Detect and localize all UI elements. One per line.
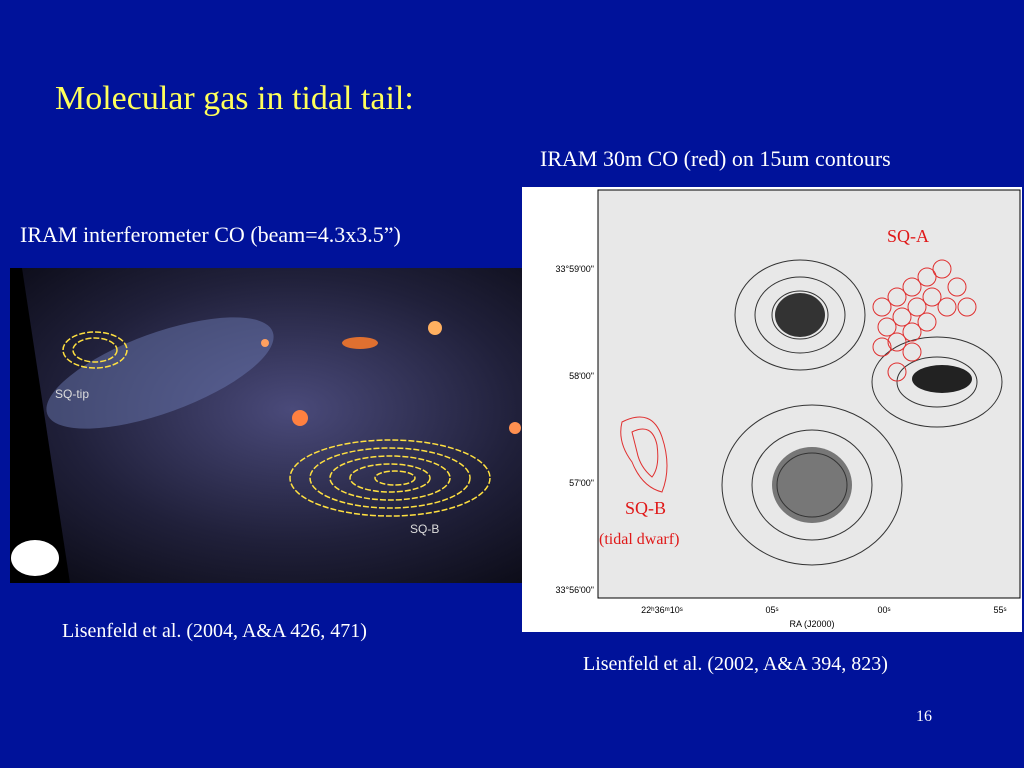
tick-label: 00ˢ bbox=[877, 605, 890, 615]
slide-title: Molecular gas in tidal tail: bbox=[55, 80, 414, 117]
tick-label: 33°56'00" bbox=[555, 585, 594, 595]
plot-area bbox=[597, 189, 1021, 599]
tail-glow bbox=[46, 317, 274, 429]
tick-label: 55ˢ bbox=[993, 605, 1006, 615]
galaxy bbox=[912, 365, 972, 393]
left-caption: IRAM interferometer CO (beam=4.3x3.5”) bbox=[20, 222, 401, 247]
star bbox=[428, 321, 442, 335]
image-label: SQ-B bbox=[625, 498, 666, 518]
dec-ticks: 33°59'00" 58'00" 57'00" 33°56'00" bbox=[555, 264, 594, 595]
beam bbox=[11, 540, 59, 576]
left-reference: Lisenfeld et al. (2004, A&A 426, 471) bbox=[62, 620, 367, 642]
star bbox=[509, 422, 521, 434]
image-label: SQ-B bbox=[410, 522, 439, 536]
right-reference: Lisenfeld et al. (2002, A&A 394, 823) bbox=[583, 653, 888, 675]
left-image: SQ-tip SQ-B bbox=[10, 268, 562, 583]
galaxy bbox=[342, 337, 378, 349]
tick-label: 57'00" bbox=[569, 478, 594, 488]
page-number: 16 bbox=[916, 708, 932, 725]
tick-label: 58'00" bbox=[569, 371, 594, 381]
image-label: SQ-tip bbox=[55, 387, 89, 401]
galaxy bbox=[775, 293, 825, 337]
star bbox=[261, 339, 269, 347]
co-contours bbox=[62, 331, 491, 517]
co-beams bbox=[620, 259, 977, 493]
tick-label: 05ˢ bbox=[765, 605, 778, 615]
galaxy bbox=[772, 447, 852, 523]
axis-label: RA (J2000) bbox=[789, 619, 834, 629]
image-label: (tidal dwarf) bbox=[599, 531, 679, 548]
right-caption: IRAM 30m CO (red) on 15um contours bbox=[540, 146, 891, 171]
ir-contours bbox=[721, 259, 1003, 566]
image-label: SQ-A bbox=[887, 226, 929, 246]
tick-label: 33°59'00" bbox=[555, 264, 594, 274]
tick-label: 22ʰ36ᵐ10ˢ bbox=[641, 605, 683, 615]
right-image: SQ-A SQ-B (tidal dwarf) 33°59'00" 58'00"… bbox=[522, 187, 1022, 632]
ra-ticks: 22ʰ36ᵐ10ˢ 05ˢ 00ˢ 55ˢ RA (J2000) bbox=[641, 605, 1006, 629]
star bbox=[292, 410, 308, 426]
